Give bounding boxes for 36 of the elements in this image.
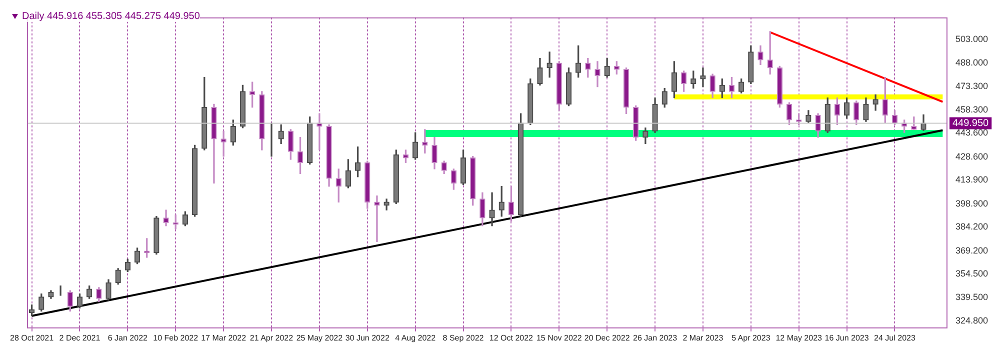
x-tick-label: 30 Jun 2022 [345,333,390,342]
x-tick-label: 25 May 2022 [296,333,344,342]
y-tick-label: 488.000 [955,58,988,68]
y-tick-label: 503.000 [955,34,988,44]
x-tick-label: 10 Feb 2022 [153,333,199,342]
x-tick-label: 28 Oct 2021 [10,333,54,342]
x-tick-label: 12 Oct 2022 [489,333,534,342]
ref-line-label: 449.950 [952,118,990,129]
chart-title: Daily 445.916 455.305 445.275 449.950 [22,11,200,22]
y-tick-label: 398.900 [955,198,988,208]
x-tick-label: 21 Apr 2022 [250,333,294,342]
y-tick-label: 324.800 [955,315,988,326]
y-tick-label: 339.500 [955,292,988,302]
x-tick-label: 2 Mar 2023 [682,333,724,342]
x-tick-label: 8 Sep 2022 [442,333,484,342]
y-tick-label: 369.200 [955,245,988,256]
x-tick-label: 15 Nov 2022 [536,333,582,342]
x-tick-label: 20 Dec 2022 [584,333,630,342]
x-tick-label: 24 Jul 2023 [874,333,916,342]
y-tick-label: 458.300 [955,104,988,114]
candlestick [220,130,226,157]
x-tick-label: 16 Jun 2023 [824,333,870,342]
candlestick [546,52,552,78]
y-tick-label: 443.600 [955,128,988,138]
x-tick-label: 26 Jan 2023 [633,333,678,342]
y-tick-label: 354.500 [955,268,988,279]
x-tick-label: 17 Mar 2022 [201,333,247,342]
x-tick-label: 4 Aug 2022 [395,333,436,342]
y-tick-label: 428.600 [955,151,988,162]
y-tick-label: 384.200 [955,222,988,232]
x-tick-label: 2 Dec 2021 [59,333,101,342]
x-tick-label: 6 Jan 2022 [108,333,148,342]
x-tick-label: 12 May 2023 [776,333,823,342]
x-tick-label: 5 Apr 2023 [732,333,771,342]
y-tick-label: 473.300 [955,80,988,91]
y-tick-label: 413.900 [955,174,988,185]
